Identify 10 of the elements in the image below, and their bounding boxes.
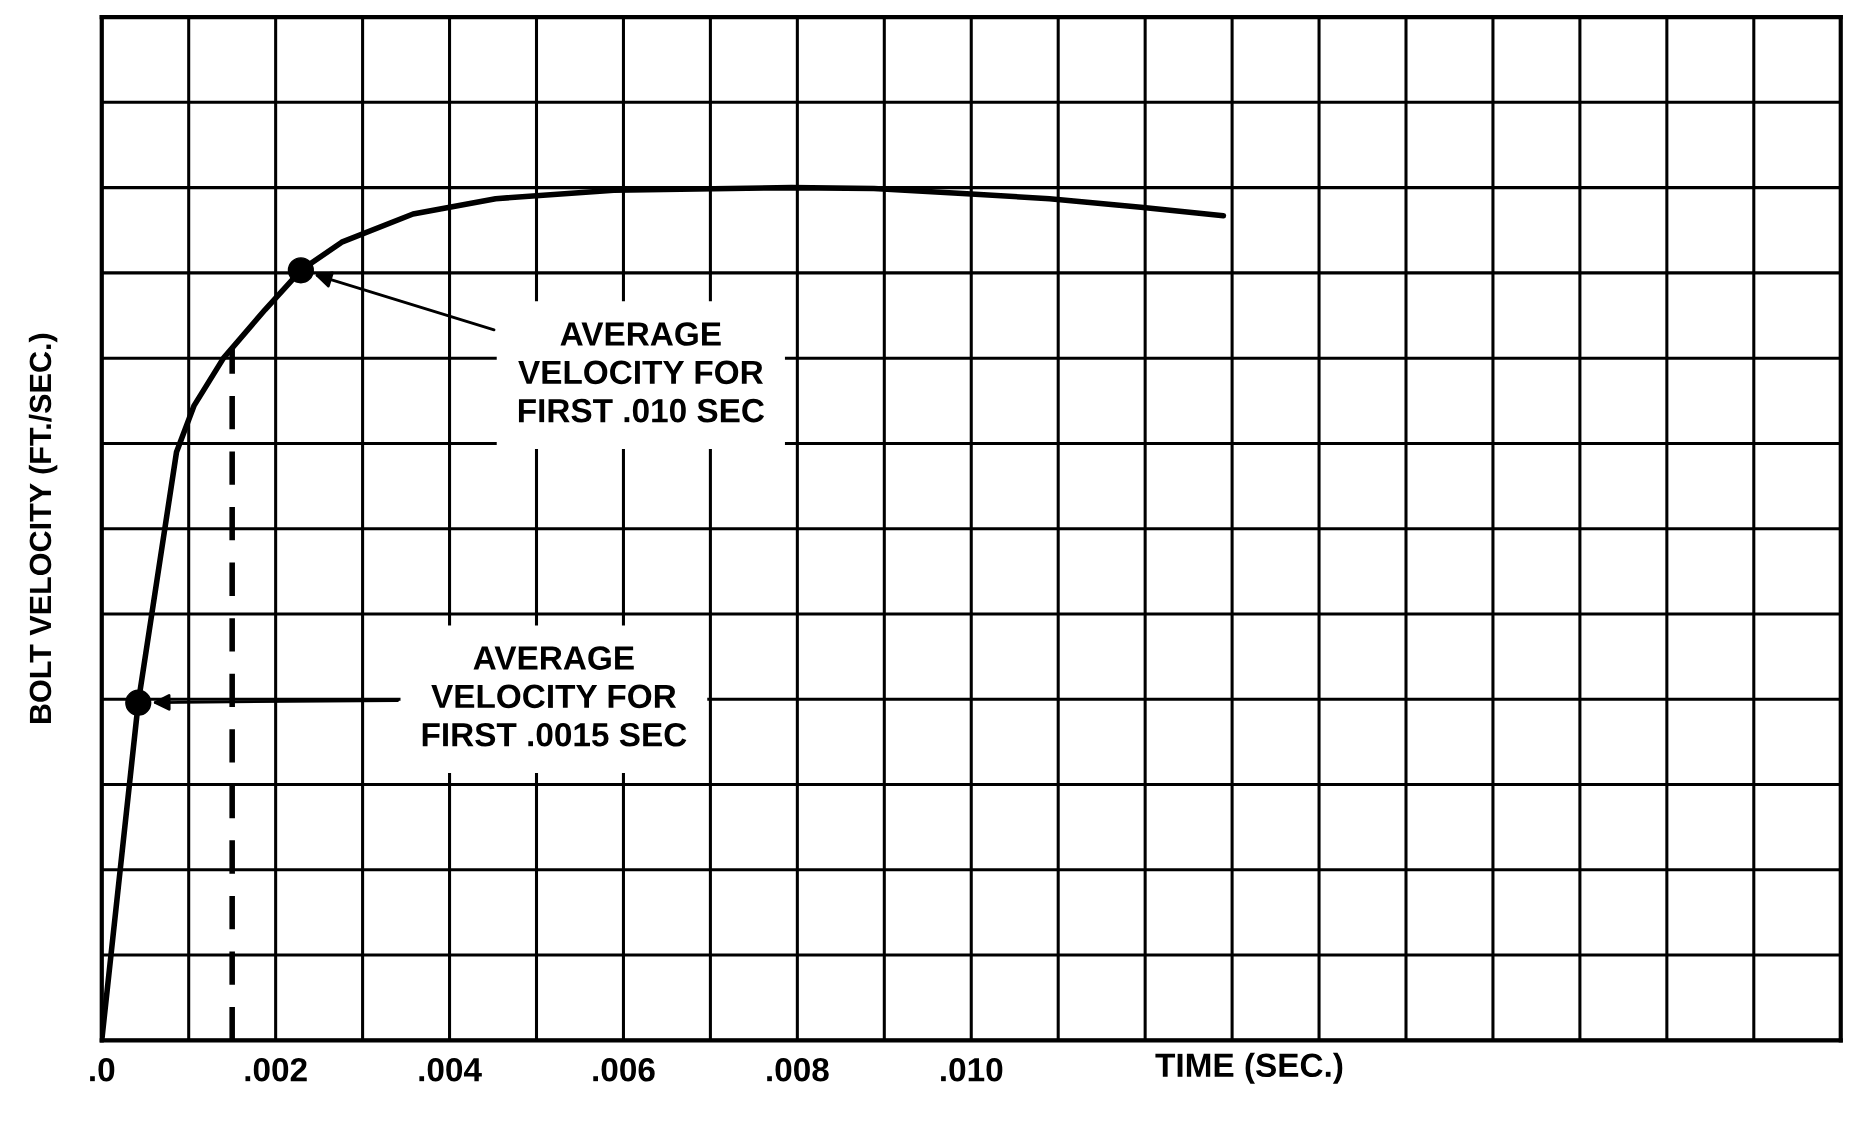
x-tick-label: .0	[90, 1057, 115, 1082]
x-tick-label: .006	[593, 1057, 655, 1082]
annotation: AVERAGE VELOCITY FOR FIRST .010 SEC	[518, 322, 765, 423]
x-tick-label: .010	[941, 1057, 1003, 1082]
y-axis-title: BOLT VELOCITY (FT./SEC.)	[28, 333, 58, 724]
annotation: AVERAGE VELOCITY FOR FIRST .0015 SEC	[422, 646, 687, 747]
x-tick-label: .004	[419, 1057, 482, 1082]
x-tick-label: .008	[767, 1057, 829, 1082]
x-tick-label: .002	[245, 1057, 307, 1082]
x-axis-title: TIME (SEC.)	[1155, 1052, 1343, 1084]
